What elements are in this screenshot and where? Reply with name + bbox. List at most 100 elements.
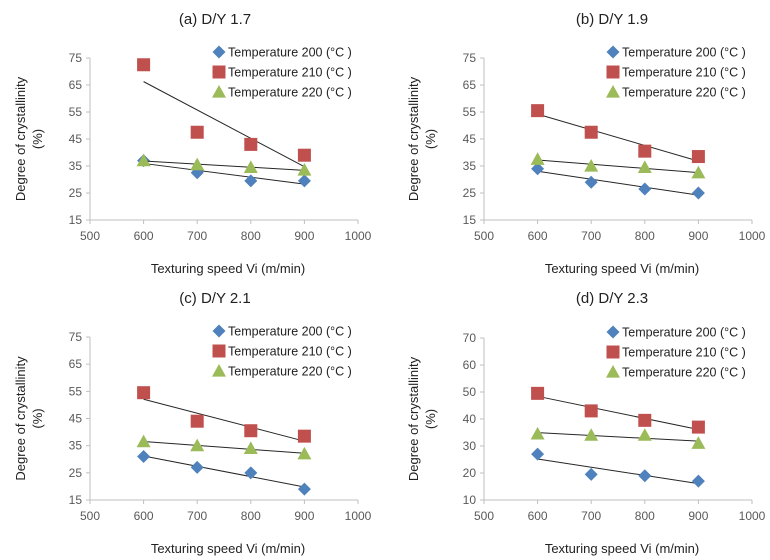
chart-title: (d) D/Y 2.3: [576, 290, 648, 307]
x-tick-label: 1000: [345, 509, 372, 523]
chart-panel-2: (b) D/Y 1.9 15 25 35 45 55 65 75 500 600 700 800 900…: [406, 11, 766, 276]
series-2-point: [297, 148, 311, 162]
series-2-trendline: [143, 398, 305, 442]
series-2-point: [584, 404, 598, 418]
series-2-trendline: [537, 113, 699, 162]
legend-marker: [212, 324, 226, 338]
y-axis-title-unit: (%): [423, 129, 438, 149]
series-3-point: [297, 446, 312, 460]
x-tick-label: 1000: [345, 229, 372, 243]
y-tick-label: 45: [463, 132, 477, 146]
y-tick-label: 10: [463, 493, 477, 507]
series-2-point: [584, 125, 598, 139]
legend-label: Temperature 220 (°C ): [228, 86, 352, 100]
y-axis-title-line: Degree of crystallinity: [13, 356, 28, 481]
x-tick-label: 700: [581, 229, 601, 243]
legend-label: Temperature 210 (°C ): [228, 345, 352, 359]
y-tick-label: 45: [69, 412, 83, 426]
y-tick-label: 35: [69, 439, 83, 453]
y-tick-label: 65: [463, 78, 477, 92]
series-2-trendline: [537, 395, 699, 431]
y-axis-title-line: Degree of crystallinity: [406, 76, 421, 201]
legend-entry: Temperature 200 (°C ): [606, 325, 746, 340]
y-tick-label: 40: [463, 412, 477, 426]
series-3-trendline: [143, 440, 305, 454]
series-1-point: [531, 447, 545, 461]
series-2-point: [531, 386, 545, 400]
y-tick-label: 65: [69, 357, 83, 371]
chart-title: (a) D/Y 1.7: [179, 11, 251, 28]
x-tick-label: 600: [134, 509, 154, 523]
y-axis-title-line: Degree of crystallinity: [13, 76, 28, 201]
legend-marker: [606, 65, 620, 79]
legend-marker: [606, 345, 620, 359]
series-1-point: [244, 466, 258, 480]
series-1-point: [244, 174, 258, 188]
legend-entry: Temperature 210 (°C ): [212, 65, 352, 80]
series-1-point: [137, 450, 151, 464]
series-2-point: [137, 58, 151, 72]
series-3-point: [637, 160, 652, 173]
y-tick-label: 15: [69, 213, 83, 227]
y-axis-title-unit: (%): [30, 129, 45, 149]
y-tick-label: 30: [463, 439, 477, 453]
series-2-point: [297, 429, 311, 443]
series-2-trendline: [143, 81, 305, 168]
x-tick-label: 800: [241, 509, 261, 523]
x-axis-title: Texturing speed Vi (m/min): [151, 541, 305, 556]
legend-marker: [606, 45, 620, 59]
legend-entry: Temperature 200 (°C ): [212, 45, 352, 60]
y-tick-label: 75: [463, 51, 477, 65]
x-tick-label: 1000: [739, 509, 766, 523]
series-3-point: [243, 441, 258, 454]
series-3-point: [691, 165, 706, 179]
series-2-point: [691, 420, 705, 434]
series-1-point: [190, 460, 204, 474]
series-2-point: [190, 414, 204, 428]
legend-label: Temperature 220 (°C ): [228, 365, 352, 379]
x-tick-label: 1000: [739, 229, 766, 243]
legend-entry: Temperature 200 (°C ): [606, 45, 746, 60]
series-1-trendline: [143, 162, 305, 185]
x-tick-label: 600: [528, 229, 548, 243]
chart-title: (c) D/Y 2.1: [179, 290, 250, 307]
y-tick-label: 75: [69, 330, 83, 344]
x-axis-title: Texturing speed Vi (m/min): [545, 541, 699, 556]
series-1-trendline: [143, 455, 305, 488]
legend-entry: Temperature 220 (°C ): [212, 364, 352, 379]
legend-entry: Temperature 210 (°C ): [606, 65, 746, 80]
chart-panel-3: (c) D/Y 2.1 15 25 35 45 55 65 75 500 600 700 800 900…: [13, 290, 372, 556]
x-tick-label: 700: [581, 509, 601, 523]
series-2-point: [190, 125, 204, 139]
series-3-point: [136, 434, 151, 448]
chart-panel-1: (a) D/Y 1.7 15 25 35 45 55 65 75 500 600 700 800 900…: [13, 11, 372, 276]
x-tick-label: 500: [80, 509, 100, 523]
y-tick-label: 60: [463, 358, 477, 372]
y-axis-title: Degree of crystallinity (%): [406, 356, 438, 481]
legend-marker: [212, 65, 226, 79]
series-1-point: [297, 482, 311, 496]
series-2-point: [244, 424, 258, 438]
y-axis-title: Degree of crystallinity (%): [13, 76, 45, 201]
legend-marker: [212, 85, 226, 98]
y-tick-label: 65: [69, 78, 83, 92]
series-3-trendline: [537, 432, 699, 442]
x-tick-label: 600: [134, 229, 154, 243]
y-tick-label: 15: [69, 493, 83, 507]
series-3-point: [190, 157, 205, 171]
y-tick-label: 55: [69, 105, 83, 119]
legend-entry: Temperature 220 (°C ): [212, 85, 352, 100]
y-tick-label: 55: [463, 105, 477, 119]
x-tick-label: 600: [528, 509, 548, 523]
series-1-point: [584, 175, 598, 189]
y-tick-label: 75: [69, 51, 83, 65]
legend-marker: [212, 344, 226, 358]
chart-panel-4: (d) D/Y 2.3 10 20 30 40 50 60 70 500 600 700 800 900…: [406, 290, 766, 556]
x-tick-label: 700: [187, 509, 207, 523]
x-tick-label: 700: [187, 229, 207, 243]
x-tick-label: 800: [635, 229, 655, 243]
series-3-point: [691, 436, 706, 449]
legend-label: Temperature 210 (°C ): [622, 346, 746, 360]
y-axis-title: Degree of crystallinity (%): [13, 356, 45, 481]
